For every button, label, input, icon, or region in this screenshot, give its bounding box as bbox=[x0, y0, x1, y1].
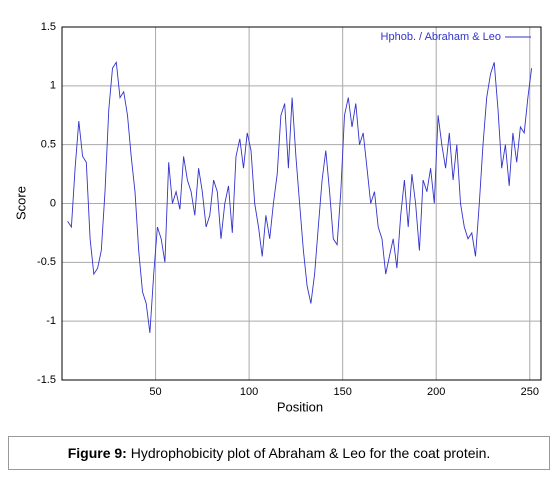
caption: Figure 9: Hydrophobicity plot of Abraham… bbox=[8, 436, 550, 470]
y-tick-label: -1 bbox=[46, 315, 56, 327]
legend-label: Hphob. / Abraham & Leo bbox=[381, 31, 501, 43]
y-axis-label: Score bbox=[13, 186, 28, 220]
x-tick-label: 100 bbox=[240, 386, 258, 398]
chart: Score Position 1.5 1 0.5 0 -0.5 -1 -1.5 50 100 15… bbox=[13, 21, 542, 414]
y-tick-label: 1.5 bbox=[41, 21, 56, 33]
y-tick-label: -0.5 bbox=[37, 256, 56, 268]
x-tick-label: 150 bbox=[333, 386, 351, 398]
y-tick-label: 1 bbox=[50, 80, 56, 92]
plot-frame bbox=[61, 26, 542, 381]
y-tick-label: 0.5 bbox=[41, 139, 56, 151]
y-tick-label: -1.5 bbox=[37, 374, 56, 386]
data-line bbox=[67, 60, 533, 333]
x-tick-label: 50 bbox=[149, 386, 161, 398]
caption-label: Figure 9: bbox=[67, 445, 127, 461]
x-axis-label: Position bbox=[277, 399, 323, 414]
x-tick-label: 200 bbox=[427, 386, 445, 398]
y-tick-label: 0 bbox=[50, 197, 56, 209]
x-tick-label: 250 bbox=[521, 386, 539, 398]
caption-text: Hydrophobicity plot of Abraham & Leo for… bbox=[126, 445, 491, 461]
